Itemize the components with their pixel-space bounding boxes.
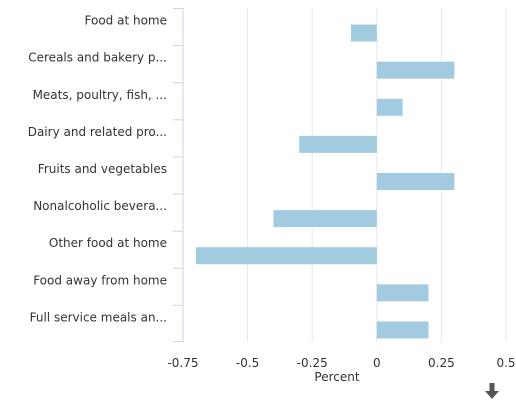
download-icon[interactable] — [482, 380, 502, 402]
category-label: Food away from home — [33, 273, 167, 287]
x-tick-label: 0.25 — [428, 356, 455, 370]
axes — [173, 8, 184, 342]
category-label: Fruits and vegetables — [38, 162, 167, 176]
category-label: Full service meals an... — [30, 310, 167, 324]
category-label: Nonalcoholic bevera... — [33, 199, 167, 213]
bar[interactable] — [195, 247, 377, 265]
x-axis-title: Percent — [314, 370, 359, 384]
category-label: Cereals and bakery p... — [28, 51, 167, 65]
category-label: Meats, poultry, fish, ... — [33, 88, 167, 102]
category-label: Other food at home — [49, 236, 167, 250]
bars — [195, 24, 455, 339]
category-label: Food at home — [85, 14, 167, 28]
bar[interactable] — [273, 210, 377, 228]
bar[interactable] — [376, 98, 403, 116]
bar[interactable] — [376, 61, 455, 79]
bar[interactable] — [350, 24, 377, 42]
x-tick-label: -0.5 — [236, 356, 259, 370]
x-tick-label: 0 — [373, 356, 381, 370]
bar[interactable] — [376, 321, 429, 339]
bar[interactable] — [376, 173, 455, 190]
bar[interactable] — [376, 284, 429, 302]
x-tick-label: -0.75 — [167, 356, 198, 370]
labels: -0.75 -0.5 -0.25 0 0.25 0.5 Food at home Cereal… — [28, 14, 516, 370]
category-label: Dairy and related pro... — [28, 125, 167, 139]
x-tick-label: -0.25 — [297, 356, 328, 370]
x-tick-label: 0.5 — [496, 356, 515, 370]
bar[interactable] — [299, 135, 377, 153]
